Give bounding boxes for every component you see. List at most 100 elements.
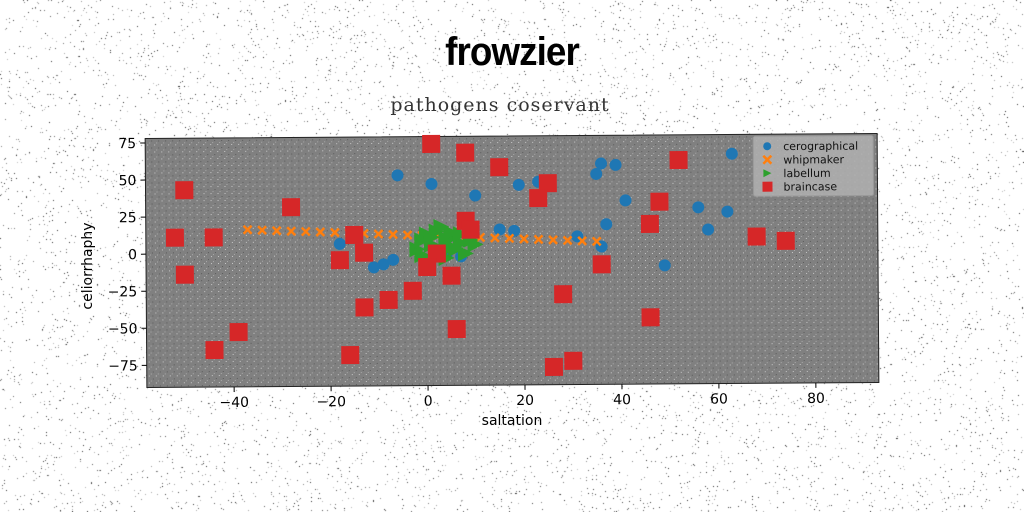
cerographical-point [508,224,521,237]
whipmaker-point [242,224,253,235]
cerographical-point [600,218,613,231]
legend-label-labellum: labellum [783,167,830,180]
labellum-point [423,229,440,246]
whipmaker-point [402,230,413,240]
y-axis-label: celiorrhaphy [80,222,96,309]
braincase-point [229,323,248,342]
plot-background [144,132,880,389]
cerographical-point [619,194,632,207]
cerographical-point [658,259,671,272]
braincase-point [447,320,466,339]
series-labellum [409,218,484,268]
labellum-point [443,224,460,241]
x-tick-label: 20 [516,393,534,409]
whipmaker-point [373,229,384,239]
braincase-point [641,308,660,327]
y-tick-label: −25 [108,284,138,300]
braincase-point [418,257,437,277]
legend-label-whipmaker: whipmaker [783,153,844,166]
braincase-point [544,357,564,376]
series-braincase [165,134,795,376]
braincase-point [422,134,441,154]
legend-label-braincase: braincase [783,180,837,193]
cerographical-point [367,261,380,274]
braincase-point [747,227,766,246]
braincase-point [281,198,301,217]
whipmaker-point [577,235,588,246]
whipmaker-point [388,229,398,240]
legend-marker-whipmaker [762,154,773,165]
x-tick-label: 0 [424,394,433,410]
cerographical-point [333,237,346,250]
braincase-point [456,143,475,162]
braincase-point [330,251,349,270]
y-tick-label: 75 [118,136,136,152]
legend-marker-labellum [763,169,772,178]
braincase-point [461,220,480,239]
x-axis-label: saltation [482,413,543,429]
braincase-point [592,255,611,274]
whipmaker-point [591,236,602,247]
cerographical-point [387,253,400,266]
x-tick-label: −40 [219,395,249,411]
whipmaker-point [271,225,282,236]
braincase-point [640,214,659,234]
whipmaker-point [257,225,268,236]
cerographical-point [702,223,715,236]
braincase-point [355,298,374,317]
cerographical-point [692,201,705,214]
cerographical-point [377,258,390,271]
x-tick-label: −20 [316,394,346,410]
whipmaker-point [315,227,326,237]
x-tick-label: 60 [710,391,728,407]
braincase-point [490,158,509,177]
braincase-point [345,225,364,244]
braincase-point [442,266,461,285]
y-tick-label: 0 [128,247,137,263]
whipmaker-point [562,235,573,246]
braincase-point [554,285,573,304]
x-tick-label: 40 [613,392,631,408]
chart-title: pathogens coservant [390,94,610,116]
y-tick-label: −50 [108,321,138,337]
cerographical-point [425,177,438,190]
whipmaker-point [548,235,558,245]
braincase-point [538,174,557,193]
braincase-point [341,345,360,365]
braincase-point [355,243,374,262]
whipmaker-point [504,233,515,244]
figure-suptitle: frowzier [445,30,580,74]
braincase-point [175,181,194,200]
braincase-point [205,340,224,360]
y-tick-label: −75 [108,358,138,374]
braincase-point [564,351,583,370]
braincase-point [379,290,398,309]
cerographical-point [391,169,404,182]
plot-area: −40 −20 0 20 40 60 80 −75 −50 −25 0 25 50 75 cerograph… [108,132,880,411]
whipmaker-point [489,233,500,243]
whipmaker-point [329,227,340,238]
labellum-point [433,218,450,235]
braincase-point [776,231,795,250]
braincase-point [650,192,669,211]
y-tick-label: 25 [119,210,137,226]
cerographical-point [512,178,525,191]
cerographical-point [721,205,734,218]
cerographical-point [595,157,608,170]
braincase-point [403,281,422,300]
braincase-point [204,228,223,247]
braincase-point [175,265,194,284]
cerographical-point [725,147,738,160]
whipmaker-point [286,226,297,237]
legend-marker-cerographical [763,142,772,151]
legend-label-cerographical: cerographical [783,140,858,154]
cerographical-point [493,223,506,236]
cerographical-point [590,167,603,180]
labellum-point [467,236,484,253]
cerographical-point [609,158,622,171]
labellum-point [452,226,469,243]
whipmaker-point [519,234,529,244]
braincase-point [529,189,548,208]
